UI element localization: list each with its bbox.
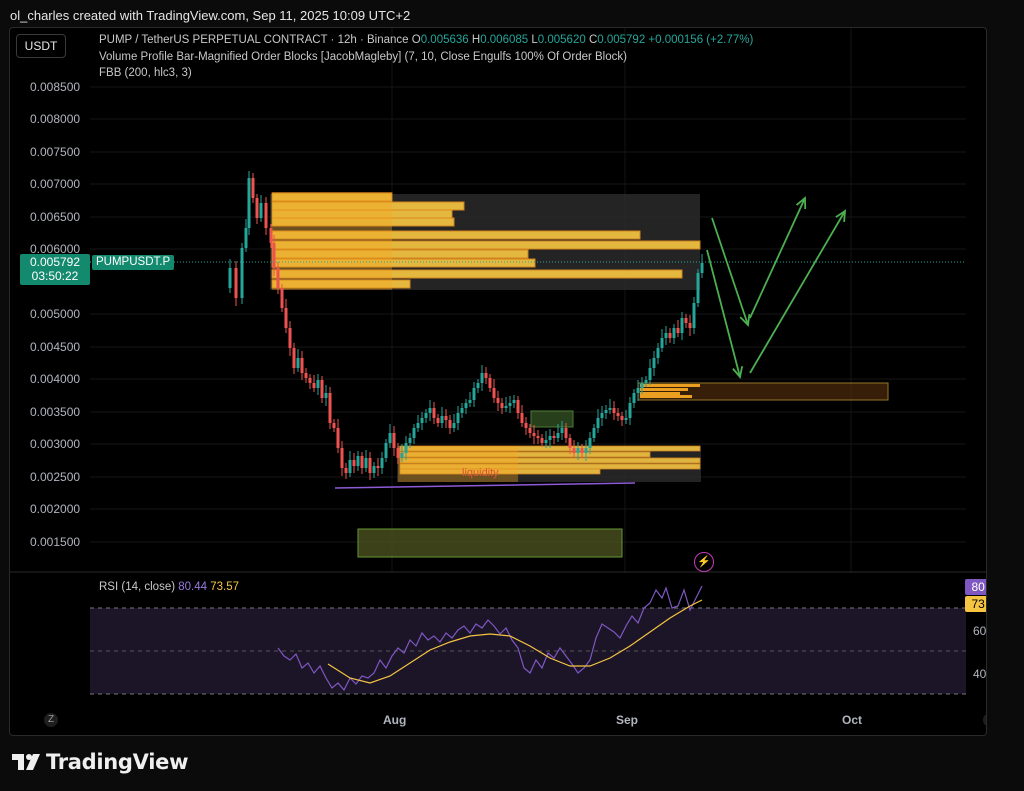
- rsi-value-badge: 80.44: [965, 579, 986, 595]
- price-axis-tick: 0.006000: [30, 242, 81, 256]
- price-grid: [90, 28, 966, 572]
- price-axis-tick: 0.002500: [30, 470, 81, 484]
- symbol-price-tag: PUMPUSDT.P: [92, 255, 175, 270]
- rsi-legend-ma: 73.57: [210, 581, 240, 593]
- liquidity-label: liquidity: [462, 467, 499, 479]
- legend-symbol-row: PUMP / TetherUS PERPETUAL CONTRACT · 12h…: [99, 34, 753, 46]
- price-axis-tick: 0.007500: [30, 145, 81, 159]
- order-block-bottom: [357, 528, 623, 558]
- auto-scale-corner-button[interactable]: A: [983, 713, 986, 727]
- zoom-corner-button[interactable]: Z: [44, 713, 58, 727]
- legend-close: C0.005792: [588, 34, 646, 46]
- bar-countdown: 03:50:22: [31, 269, 79, 283]
- last-price-value: 0.005792: [29, 255, 81, 269]
- order-block-small: [530, 410, 574, 428]
- legend-indicator-volume-profile[interactable]: Volume Profile Bar-Magnified Order Block…: [99, 51, 627, 63]
- tradingview-logo-icon: [12, 754, 40, 770]
- time-axis-tick-aug: Aug: [383, 713, 407, 727]
- price-axis-tick: 0.004500: [30, 340, 81, 354]
- legend-change: +0.000156 (+2.77%): [648, 34, 754, 46]
- price-axis-tick: 0.006500: [30, 210, 81, 224]
- rsi-legend[interactable]: RSI (14, close) 80.44 73.57: [99, 581, 240, 593]
- legend-symbol[interactable]: PUMP / TetherUS PERPETUAL CONTRACT · 12h…: [99, 34, 409, 46]
- price-axis-tick: 0.002000: [30, 502, 81, 516]
- time-axis-tick-sep: Sep: [616, 713, 639, 727]
- legend-indicator-fbb[interactable]: FBB (200, hlc3, 3): [99, 67, 192, 79]
- tradingview-brand: TradingView: [46, 750, 189, 774]
- rsi-line: [277, 585, 703, 692]
- lightning-event-icon[interactable]: ⚡: [694, 552, 714, 572]
- price-axis-tick: 0.003000: [30, 437, 81, 451]
- legend-low: L0.005620: [531, 34, 586, 46]
- liquidity-trendline: [334, 482, 636, 489]
- rsi-ma-line: [327, 599, 703, 684]
- rsi-ma-badge: 73.57: [965, 596, 986, 612]
- price-axis-tick: 0.004000: [30, 372, 81, 386]
- rsi-axis-tick-40: 40.00: [973, 667, 987, 681]
- price-axis-tick: 0.008500: [30, 80, 81, 94]
- price-axis-tick: 0.007000: [30, 177, 81, 191]
- price-axis-tick: 0.003500: [30, 405, 81, 419]
- price-axis-tick: 0.008000: [30, 112, 81, 126]
- volume-profile-bars-upper: [271, 192, 701, 290]
- currency-button[interactable]: USDT: [16, 34, 66, 58]
- chart-author-header: ol_charles created with TradingView.com,…: [10, 8, 411, 23]
- candlestick-series: [228, 171, 704, 480]
- price-chart-canvas[interactable]: [10, 28, 986, 735]
- volume-profile-bars-orderblock: [640, 384, 700, 398]
- volume-profile-bars-lower: [398, 445, 701, 482]
- rsi-legend-value: 80.44: [178, 581, 208, 593]
- price-axis-tick: 0.001500: [30, 535, 81, 549]
- projection-arrows: [706, 196, 847, 380]
- last-price-badge: 0.005792 03:50:22: [20, 254, 90, 285]
- time-axis-tick-oct: Oct: [842, 713, 863, 727]
- legend-open: O0.005636: [411, 34, 469, 46]
- chart-frame[interactable]: USDT PUMP / TetherUS PERPETUAL CONTRACT …: [9, 27, 987, 736]
- rsi-axis-tick-60: 60.00: [973, 624, 987, 638]
- price-axis-tick: 0.005000: [30, 307, 81, 321]
- legend-high: H0.006085: [471, 34, 529, 46]
